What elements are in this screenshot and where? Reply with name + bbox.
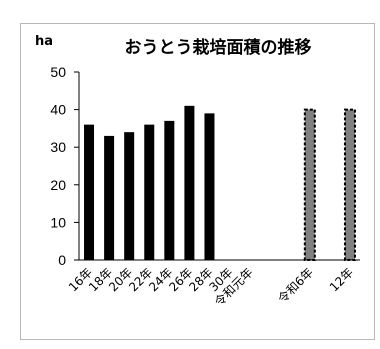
bar xyxy=(204,113,215,260)
y-tick-label: 0 xyxy=(58,252,66,268)
y-tick-label: 20 xyxy=(50,177,66,193)
bar xyxy=(84,124,95,260)
bar-series xyxy=(84,105,356,261)
y-axis-unit: ha xyxy=(35,34,53,49)
y-tick-label: 30 xyxy=(50,139,66,155)
bar-target xyxy=(343,108,356,261)
chart-title: おうとう栽培面積の推移 xyxy=(125,37,312,58)
x-tick-label: 12年 xyxy=(327,265,356,294)
y-tick-label: 40 xyxy=(50,102,66,118)
y-tick-label: 10 xyxy=(50,214,66,230)
x-tick-label: 令和6年 xyxy=(274,265,315,306)
axes xyxy=(78,72,360,261)
y-axis: 0 10 20 30 40 50 xyxy=(50,64,79,268)
bar xyxy=(144,124,155,260)
bar xyxy=(164,120,175,260)
bar xyxy=(124,132,135,260)
bar xyxy=(184,105,195,260)
y-tick-label: 50 xyxy=(50,64,66,80)
bar xyxy=(104,135,115,260)
bar-target xyxy=(303,108,316,261)
